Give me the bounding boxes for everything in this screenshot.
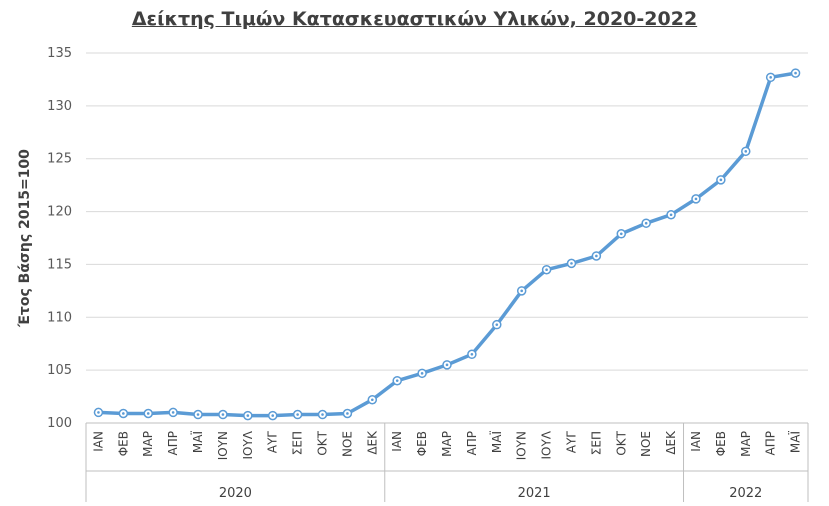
- data-point-center: [769, 76, 772, 79]
- y-axis-label: Έτος Βάσης 2015=100: [17, 149, 33, 328]
- x-tick-label: ΑΥΓ: [266, 431, 280, 454]
- data-point-center: [520, 289, 523, 293]
- x-tick-label: ΝΟΕ: [639, 431, 653, 457]
- y-tick-label: 100: [47, 416, 72, 431]
- data-point-center: [122, 412, 125, 415]
- x-tick-label: ΑΠΡ: [465, 431, 479, 455]
- x-tick-label: ΑΠΡ: [166, 431, 180, 455]
- data-point-center: [246, 414, 250, 417]
- data-point-center: [445, 363, 449, 367]
- data-point-center: [296, 413, 299, 416]
- x-tick-label: ΜΑΡ: [739, 431, 753, 457]
- data-point-center: [146, 412, 150, 415]
- data-point-center: [644, 221, 648, 225]
- y-tick-label: 125: [47, 152, 72, 167]
- x-tick-label: ΣΕΠ: [291, 431, 305, 455]
- data-point-center: [221, 413, 225, 416]
- year-label: 2020: [219, 486, 252, 501]
- x-tick-label: ΑΥΓ: [564, 431, 578, 454]
- x-tick-label: ΜΑΪ: [190, 431, 205, 454]
- x-tick-label: ΙΟΥΝ: [216, 431, 230, 460]
- data-point-center: [495, 323, 499, 326]
- year-label: 2021: [518, 486, 551, 501]
- x-tick-label: ΟΚΤ: [316, 430, 330, 455]
- x-tick-label: ΙΟΥΛ: [241, 430, 255, 459]
- y-tick-label: 105: [47, 363, 72, 378]
- data-point-center: [694, 197, 698, 201]
- x-tick-label: ΦΕΒ: [415, 431, 429, 456]
- x-tick-label: ΙΑΝ: [390, 431, 404, 452]
- data-point-center: [595, 254, 598, 258]
- chart-title: Δείκτης Τιμών Κατασκευαστικών Υλικών, 20…: [131, 8, 698, 30]
- y-tick-label: 115: [47, 257, 72, 272]
- year-label: 2022: [729, 486, 762, 501]
- data-point-center: [545, 268, 548, 272]
- data-point-center: [744, 150, 748, 153]
- data-point-center: [420, 372, 424, 375]
- x-tick-label: ΙΑΝ: [91, 431, 105, 452]
- data-point-center: [794, 71, 797, 75]
- x-tick-label: ΙΑΝ: [689, 431, 703, 452]
- data-point-center: [669, 213, 673, 217]
- y-tick-label: 130: [47, 99, 72, 114]
- x-tick-label: ΦΕΒ: [714, 431, 728, 456]
- x-tick-label: ΜΑΪ: [788, 431, 803, 454]
- x-tick-label: ΔΕΚ: [664, 430, 678, 455]
- data-point-center: [371, 398, 374, 402]
- x-tick-label: ΜΑΡ: [141, 431, 155, 457]
- data-point-center: [196, 413, 200, 416]
- data-point-center: [346, 412, 349, 415]
- data-point-center: [271, 414, 275, 417]
- x-tick-label: ΜΑΪ: [489, 431, 504, 454]
- x-tick-label: ΟΚΤ: [614, 430, 628, 455]
- data-point-center: [97, 411, 100, 414]
- data-point-center: [719, 178, 723, 182]
- data-point-center: [395, 379, 399, 383]
- data-point-center: [619, 232, 623, 236]
- data-point-center: [321, 413, 324, 416]
- x-tick-label: ΔΕΚ: [365, 430, 379, 455]
- x-tick-label: ΜΑΡ: [440, 431, 454, 457]
- x-tick-label: ΙΟΥΛ: [540, 430, 554, 459]
- x-tick-label: ΣΕΠ: [589, 431, 603, 455]
- y-tick-label: 120: [47, 205, 72, 220]
- data-point-center: [570, 262, 573, 265]
- y-tick-label: 135: [47, 46, 72, 61]
- y-tick-label: 110: [47, 310, 72, 325]
- data-point-center: [470, 352, 474, 356]
- x-tick-label: ΙΟΥΝ: [515, 431, 529, 460]
- x-tick-label: ΝΟΕ: [340, 431, 354, 457]
- x-tick-label: ΑΠΡ: [764, 431, 778, 455]
- x-tick-label: ΦΕΒ: [116, 431, 130, 456]
- data-point-center: [171, 411, 175, 414]
